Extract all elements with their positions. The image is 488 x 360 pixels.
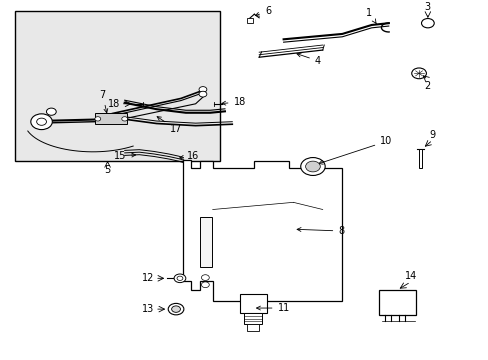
Text: 13: 13	[142, 304, 154, 314]
Text: 14: 14	[404, 271, 416, 281]
Text: 8: 8	[297, 226, 344, 236]
Bar	[418, 149, 422, 168]
Circle shape	[411, 68, 426, 79]
Text: 7: 7	[100, 90, 107, 113]
Bar	[239, 294, 266, 314]
Text: 11: 11	[256, 303, 289, 313]
Bar	[15, 11, 220, 161]
Circle shape	[171, 306, 180, 312]
Text: 16: 16	[179, 151, 199, 161]
Bar	[246, 324, 259, 331]
Text: 9: 9	[429, 130, 435, 140]
Circle shape	[95, 117, 101, 121]
Circle shape	[122, 117, 127, 121]
Circle shape	[168, 303, 183, 315]
Text: 12: 12	[142, 273, 154, 283]
Text: 4: 4	[296, 53, 320, 66]
Text: 17: 17	[157, 117, 182, 134]
Bar	[246, 18, 252, 23]
Circle shape	[199, 87, 206, 92]
Bar	[199, 217, 211, 267]
Text: 3: 3	[424, 3, 430, 13]
Circle shape	[201, 275, 209, 280]
Polygon shape	[183, 160, 342, 301]
Text: 15: 15	[113, 151, 135, 161]
Text: 10: 10	[318, 136, 392, 164]
Bar	[244, 314, 261, 324]
Circle shape	[300, 158, 325, 175]
Text: 18: 18	[107, 99, 120, 109]
Text: 18: 18	[222, 97, 245, 107]
Circle shape	[174, 274, 185, 283]
Circle shape	[37, 118, 46, 125]
Circle shape	[46, 108, 56, 115]
Text: 6: 6	[255, 6, 270, 16]
Bar	[95, 113, 127, 124]
Text: 5: 5	[104, 166, 110, 175]
Text: 2: 2	[424, 81, 430, 90]
Bar	[378, 290, 415, 315]
Circle shape	[177, 276, 183, 280]
Circle shape	[421, 18, 433, 28]
Circle shape	[31, 114, 52, 130]
Circle shape	[201, 282, 209, 288]
Text: 1: 1	[366, 8, 375, 23]
Circle shape	[199, 91, 206, 97]
Circle shape	[305, 161, 320, 172]
